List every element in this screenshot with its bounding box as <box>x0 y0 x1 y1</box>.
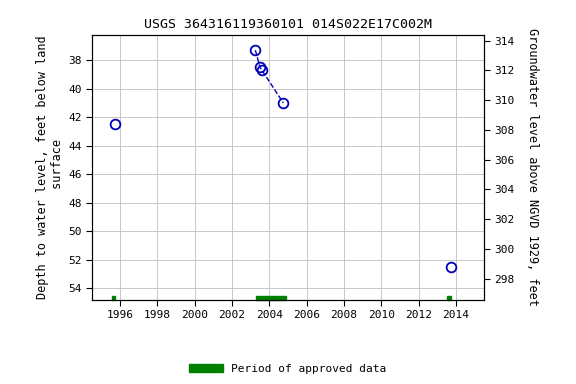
Y-axis label: Groundwater level above NGVD 1929, feet: Groundwater level above NGVD 1929, feet <box>526 28 539 306</box>
Title: USGS 364316119360101 014S022E17C002M: USGS 364316119360101 014S022E17C002M <box>144 18 432 31</box>
Bar <box>112 296 115 300</box>
Legend: Period of approved data: Period of approved data <box>185 359 391 379</box>
Bar <box>448 296 451 300</box>
Y-axis label: Depth to water level, feet below land
 surface: Depth to water level, feet below land su… <box>36 35 64 299</box>
Bar <box>256 296 286 300</box>
